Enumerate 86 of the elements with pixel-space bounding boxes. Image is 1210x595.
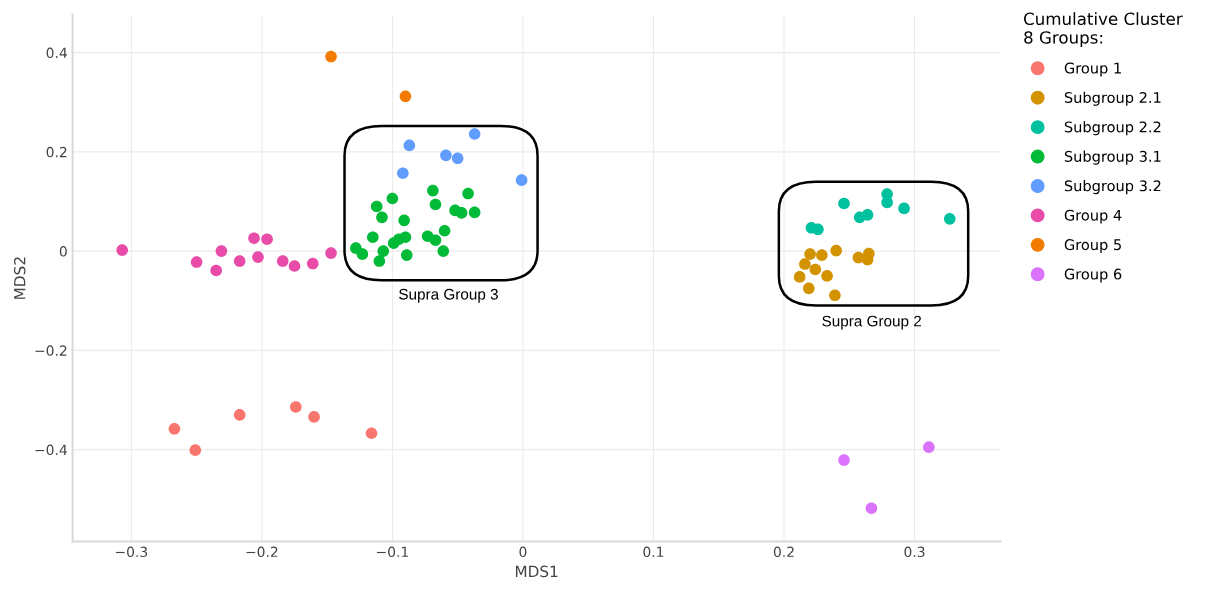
point bbox=[376, 211, 388, 224]
point bbox=[804, 248, 816, 260]
legend-label: Group 1 bbox=[1064, 62, 1121, 77]
point bbox=[838, 197, 850, 210]
point bbox=[373, 255, 386, 267]
x-tick-label: −0.2 bbox=[246, 546, 278, 558]
point bbox=[288, 260, 301, 272]
point bbox=[838, 454, 850, 466]
point bbox=[386, 192, 399, 205]
annotation: Supra Group 2 bbox=[822, 315, 922, 330]
point bbox=[821, 270, 833, 282]
x-tick-label: 0.3 bbox=[904, 546, 925, 558]
legend-label: Group 5 bbox=[1064, 239, 1121, 253]
y-tick-label: 0.4 bbox=[46, 47, 67, 59]
point bbox=[440, 149, 452, 162]
point bbox=[861, 209, 874, 221]
point bbox=[397, 167, 409, 179]
legend-label: Group 4 bbox=[1064, 209, 1122, 224]
point bbox=[189, 444, 202, 456]
point bbox=[398, 214, 410, 227]
legend-label: Subgroup 3.2 bbox=[1064, 180, 1161, 195]
point bbox=[252, 251, 264, 263]
point bbox=[210, 264, 222, 277]
point bbox=[356, 248, 369, 260]
legend-label: Subgroup 3.1 bbox=[1064, 150, 1161, 165]
point bbox=[215, 245, 228, 257]
x-axis-title: MDS1 bbox=[515, 565, 558, 578]
annotation: Supra Group 3 bbox=[399, 288, 498, 303]
y-tick-label: −0.4 bbox=[35, 444, 67, 456]
point bbox=[399, 90, 412, 103]
x-tick-label: 0.1 bbox=[643, 546, 664, 558]
x-tick-label: −0.1 bbox=[377, 546, 408, 558]
point bbox=[429, 198, 442, 211]
point bbox=[429, 234, 442, 247]
y-axis-title: MDS2 bbox=[13, 257, 26, 299]
point bbox=[290, 401, 302, 413]
x-tick-label: 0 bbox=[519, 546, 527, 558]
point bbox=[809, 263, 822, 276]
point bbox=[365, 427, 378, 440]
point bbox=[403, 139, 416, 152]
point bbox=[116, 244, 129, 256]
legend-title: Cumulative Cluster 8 Groups: bbox=[1024, 12, 1183, 47]
point bbox=[816, 249, 828, 261]
point bbox=[367, 231, 379, 244]
point bbox=[190, 256, 203, 268]
legend-label: Group 6 bbox=[1064, 268, 1122, 283]
x-tick-label: −0.3 bbox=[115, 546, 148, 558]
y-tick-label: 0.2 bbox=[46, 146, 67, 158]
point bbox=[233, 409, 246, 421]
point bbox=[325, 247, 337, 259]
point bbox=[812, 223, 824, 236]
point bbox=[248, 232, 260, 245]
point bbox=[168, 422, 181, 435]
point bbox=[923, 441, 935, 453]
point bbox=[437, 245, 450, 257]
x-tick-label: 0.2 bbox=[773, 546, 794, 558]
point bbox=[802, 282, 815, 295]
point bbox=[468, 128, 481, 140]
legend-label: Subgroup 2.2 bbox=[1064, 121, 1161, 136]
legend-label: Subgroup 2.1 bbox=[1064, 91, 1161, 106]
y-tick-label: 0 bbox=[59, 246, 67, 257]
point bbox=[325, 50, 337, 63]
point bbox=[898, 202, 910, 215]
point bbox=[308, 411, 320, 423]
point bbox=[451, 152, 464, 165]
point bbox=[427, 184, 439, 197]
point bbox=[865, 502, 878, 515]
point bbox=[830, 244, 843, 257]
point bbox=[387, 237, 400, 249]
point bbox=[276, 255, 289, 267]
point bbox=[455, 207, 468, 219]
point bbox=[943, 213, 956, 225]
point bbox=[515, 174, 528, 186]
point bbox=[438, 224, 451, 237]
point bbox=[400, 249, 413, 261]
point bbox=[462, 187, 474, 200]
point bbox=[793, 271, 806, 283]
point bbox=[233, 255, 246, 267]
point bbox=[468, 206, 481, 219]
y-tick-label: −0.2 bbox=[35, 345, 67, 356]
point bbox=[377, 245, 390, 257]
point bbox=[261, 233, 273, 246]
point bbox=[370, 200, 383, 213]
point bbox=[799, 258, 811, 270]
point bbox=[829, 289, 841, 302]
point bbox=[306, 257, 319, 270]
